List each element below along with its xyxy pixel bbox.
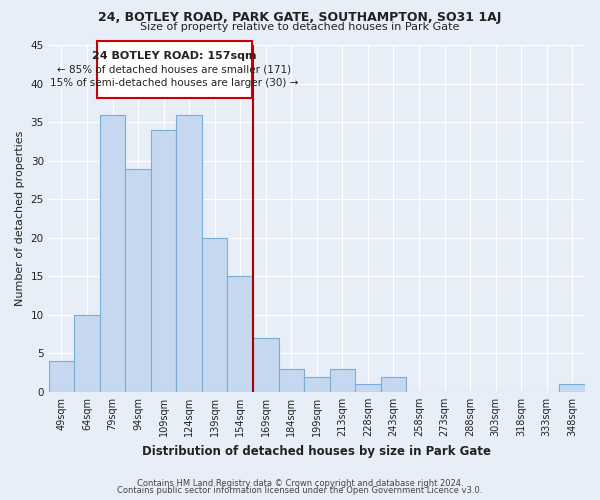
Text: Contains HM Land Registry data © Crown copyright and database right 2024.: Contains HM Land Registry data © Crown c… bbox=[137, 479, 463, 488]
Bar bbox=[125, 168, 151, 392]
Bar bbox=[151, 130, 176, 392]
Bar bbox=[253, 338, 278, 392]
Bar bbox=[202, 238, 227, 392]
Bar bbox=[355, 384, 380, 392]
Bar bbox=[49, 361, 74, 392]
Text: ← 85% of detached houses are smaller (171): ← 85% of detached houses are smaller (17… bbox=[58, 64, 292, 74]
Text: Contains public sector information licensed under the Open Government Licence v3: Contains public sector information licen… bbox=[118, 486, 482, 495]
Bar bbox=[380, 376, 406, 392]
Y-axis label: Number of detached properties: Number of detached properties bbox=[15, 131, 25, 306]
Bar bbox=[74, 315, 100, 392]
FancyBboxPatch shape bbox=[97, 42, 252, 98]
Bar bbox=[278, 369, 304, 392]
Bar bbox=[329, 369, 355, 392]
Bar bbox=[176, 114, 202, 392]
Text: 24 BOTLEY ROAD: 157sqm: 24 BOTLEY ROAD: 157sqm bbox=[92, 52, 257, 62]
Text: Size of property relative to detached houses in Park Gate: Size of property relative to detached ho… bbox=[140, 22, 460, 32]
Bar bbox=[227, 276, 253, 392]
Text: 24, BOTLEY ROAD, PARK GATE, SOUTHAMPTON, SO31 1AJ: 24, BOTLEY ROAD, PARK GATE, SOUTHAMPTON,… bbox=[98, 11, 502, 24]
Text: 15% of semi-detached houses are larger (30) →: 15% of semi-detached houses are larger (… bbox=[50, 78, 299, 88]
Bar bbox=[100, 114, 125, 392]
Bar bbox=[559, 384, 585, 392]
X-axis label: Distribution of detached houses by size in Park Gate: Distribution of detached houses by size … bbox=[142, 444, 491, 458]
Bar bbox=[304, 376, 329, 392]
